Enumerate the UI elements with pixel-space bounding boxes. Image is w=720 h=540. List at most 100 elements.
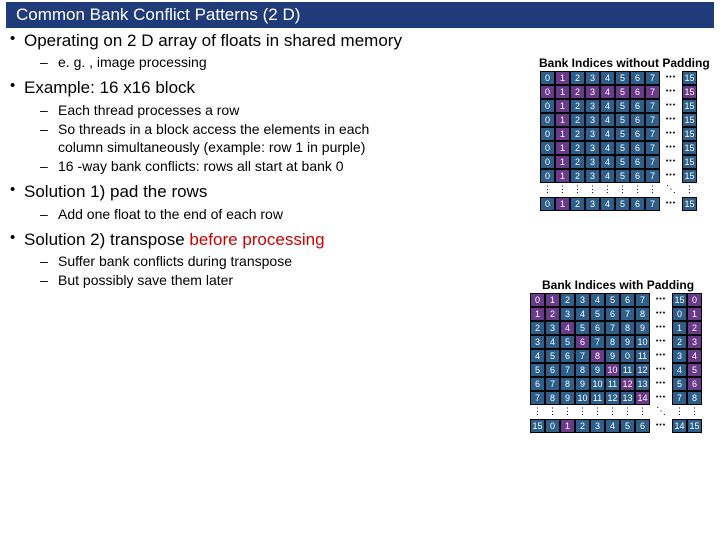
ellipsis-icon: ⋮ <box>540 183 555 197</box>
grid-cell: 15 <box>530 419 545 433</box>
grid-cell: 6 <box>630 99 645 113</box>
grid-cell: 8 <box>545 391 560 405</box>
grid-cell: 11 <box>605 377 620 391</box>
grid-cell: 2 <box>570 141 585 155</box>
grid-cell: 1 <box>672 321 687 335</box>
ellipsis-icon: ••• <box>660 197 682 211</box>
grid-cell: 13 <box>635 377 650 391</box>
ellipsis-icon: ••• <box>660 155 682 169</box>
grid-cell: 5 <box>590 307 605 321</box>
bullet-dot: • <box>10 77 24 94</box>
ellipsis-icon: ⋮ <box>575 405 590 419</box>
grid-cell: 6 <box>687 377 702 391</box>
grid-cell: 2 <box>570 99 585 113</box>
ellipsis-icon: ⋮ <box>630 183 645 197</box>
ellipsis-icon: ⋮ <box>635 405 650 419</box>
grid-cell: 7 <box>590 335 605 349</box>
grid-cell: 6 <box>530 377 545 391</box>
grid-cell: 7 <box>560 363 575 377</box>
grid-cell: 15 <box>682 141 697 155</box>
bullet-dot: • <box>10 229 24 246</box>
grid-cell: 15 <box>682 127 697 141</box>
grid-cell: 1 <box>555 141 570 155</box>
grid-cell: 4 <box>545 335 560 349</box>
grid-cell: 5 <box>615 71 630 85</box>
grid-cell: 4 <box>600 141 615 155</box>
grid-cell: 15 <box>682 169 697 183</box>
fig2-label: Bank Indices with Padding <box>542 278 694 292</box>
grid-cell: 6 <box>630 85 645 99</box>
grid-cell: 5 <box>605 293 620 307</box>
grid-cell: 9 <box>620 335 635 349</box>
grid-cell: 4 <box>687 349 702 363</box>
grid-cell: 9 <box>575 377 590 391</box>
grid-cell: 5 <box>687 363 702 377</box>
sub-text: Suffer bank conflicts during transpose <box>58 252 404 270</box>
grid-cell: 8 <box>605 335 620 349</box>
grid-cell: 1 <box>555 99 570 113</box>
grid-cell: 11 <box>635 349 650 363</box>
sub-text: 16 -way bank conflicts: rows all start a… <box>58 157 404 175</box>
grid-cell: 6 <box>590 321 605 335</box>
ellipsis-icon: ••• <box>660 85 682 99</box>
ellipsis-icon: ⋮ <box>530 405 545 419</box>
sub-dash: – <box>40 101 58 119</box>
ellipsis-icon: ••• <box>650 349 672 363</box>
ellipsis-icon: ⋮ <box>600 183 615 197</box>
grid-cell: 2 <box>530 321 545 335</box>
grid-cell: 2 <box>575 419 590 433</box>
ellipsis-icon: ⋮ <box>672 405 687 419</box>
ellipsis-icon: ⋮ <box>605 405 620 419</box>
grid-cell: 12 <box>635 363 650 377</box>
grid-cell: 15 <box>682 155 697 169</box>
sub-dash: – <box>40 205 58 223</box>
grid-cell: 1 <box>560 419 575 433</box>
grid-cell: 0 <box>540 113 555 127</box>
grid-cell: 15 <box>682 85 697 99</box>
grid-cell: 3 <box>585 127 600 141</box>
bullet-text: Solution 2) transpose before processing <box>24 229 404 250</box>
grid-cell: 7 <box>645 85 660 99</box>
ellipsis-icon: ••• <box>660 113 682 127</box>
sub-text: e. g. , image processing <box>58 53 404 71</box>
grid-cell: 4 <box>600 169 615 183</box>
grid-cell: 9 <box>560 391 575 405</box>
grid-cell: 11 <box>590 391 605 405</box>
grid-cell: 6 <box>620 293 635 307</box>
grid-cell: 13 <box>620 391 635 405</box>
grid-cell: 0 <box>540 169 555 183</box>
ellipsis-icon: ••• <box>650 321 672 335</box>
grid-cell: 7 <box>645 141 660 155</box>
grid-cell: 14 <box>672 419 687 433</box>
grid-cell: 3 <box>687 335 702 349</box>
grid-cell: 12 <box>605 391 620 405</box>
grid-cell: 7 <box>605 321 620 335</box>
bullet-text: Solution 1) pad the rows <box>24 181 404 202</box>
grid-no-padding: 01234567•••1501234567•••1501234567•••150… <box>540 71 697 211</box>
grid-cell: 3 <box>585 155 600 169</box>
grid-cell: 15 <box>672 293 687 307</box>
grid-cell: 8 <box>590 349 605 363</box>
grid-cell: 8 <box>560 377 575 391</box>
grid-cell: 6 <box>605 307 620 321</box>
grid-cell: 3 <box>585 85 600 99</box>
grid-cell: 7 <box>645 127 660 141</box>
ellipsis-icon: ⋮ <box>645 183 660 197</box>
grid-cell: 3 <box>585 197 600 211</box>
grid-cell: 10 <box>575 391 590 405</box>
grid-cell: 3 <box>590 419 605 433</box>
sub-dash: – <box>40 157 58 175</box>
grid-cell: 7 <box>672 391 687 405</box>
grid-cell: 0 <box>540 155 555 169</box>
ellipsis-icon: ••• <box>660 169 682 183</box>
grid-cell: 6 <box>630 141 645 155</box>
grid-cell: 1 <box>555 127 570 141</box>
ellipsis-icon: ••• <box>650 293 672 307</box>
grid-cell: 9 <box>635 321 650 335</box>
grid-cell: 2 <box>570 197 585 211</box>
grid-cell: 5 <box>545 349 560 363</box>
grid-cell: 6 <box>630 71 645 85</box>
grid-cell: 4 <box>600 71 615 85</box>
grid-cell: 8 <box>575 363 590 377</box>
grid-cell: 15 <box>687 419 702 433</box>
